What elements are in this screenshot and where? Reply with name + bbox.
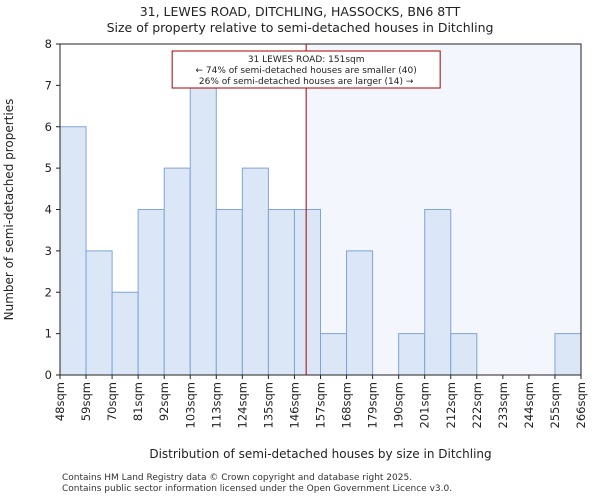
bar-70sqm — [111, 291, 139, 376]
x-tick-label-244sqm: 244sqm — [522, 382, 536, 428]
x-tick-label-81sqm: 81sqm — [131, 382, 145, 421]
footer: Contains HM Land Registry data © Crown c… — [62, 473, 452, 495]
x-tick-label-92sqm: 92sqm — [157, 382, 171, 421]
footer-licence: Contains public sector information licen… — [62, 484, 453, 494]
annotation-line-2: ← 74% of semi-detached houses are smalle… — [196, 66, 417, 76]
y-tick-label-2: 2 — [45, 285, 52, 299]
x-tick-label-124sqm: 124sqm — [235, 382, 249, 428]
annotation-box — [171, 50, 441, 89]
x-tick-label-146sqm: 146sqm — [287, 382, 301, 428]
bar-103sqm — [189, 84, 217, 376]
bar-113sqm — [215, 209, 243, 376]
x-tick-label-233sqm: 233sqm — [496, 382, 510, 428]
bar-146sqm — [293, 209, 322, 376]
x-axis-label: Distribution of semi-detached houses by … — [149, 447, 491, 461]
bar-48sqm — [59, 126, 87, 376]
x-tick-label-179sqm: 179sqm — [366, 382, 380, 428]
x-tick-label-190sqm: 190sqm — [392, 382, 406, 428]
annotation-line-3: 26% of semi-detached houses are larger (… — [199, 77, 414, 87]
x-tick-label-255sqm: 255sqm — [548, 382, 562, 428]
bar-190sqm — [398, 333, 426, 376]
y-tick-label-7: 7 — [45, 78, 52, 92]
y-tick-label-8: 8 — [45, 37, 52, 51]
y-tick-label-5: 5 — [45, 161, 52, 175]
bar-81sqm — [137, 209, 165, 376]
bar-212sqm — [450, 333, 478, 376]
x-tick-label-212sqm: 212sqm — [444, 382, 458, 428]
x-tick-label-157sqm: 157sqm — [314, 382, 328, 428]
title-address: 31, LEWES ROAD, DITCHLING, HASSOCKS, BN6… — [139, 4, 461, 19]
x-tick-label-48sqm: 48sqm — [53, 382, 67, 421]
bar-255sqm — [554, 333, 582, 376]
x-tick-label-135sqm: 135sqm — [261, 382, 275, 428]
bar-157sqm — [320, 333, 348, 376]
annotation-line-1: 31 LEWES ROAD: 151sqm — [248, 55, 365, 65]
bar-92sqm — [163, 167, 191, 376]
x-tick-label-59sqm: 59sqm — [79, 382, 93, 421]
y-axis-label: Number of semi-detached properties — [2, 99, 16, 321]
bar-168sqm — [346, 250, 374, 376]
bar-59sqm — [85, 250, 113, 376]
y-tick-label-4: 4 — [45, 203, 52, 217]
x-tick-label-70sqm: 70sqm — [105, 382, 119, 421]
x-tick-label-222sqm: 222sqm — [470, 382, 484, 428]
y-tick-label-0: 0 — [45, 368, 52, 382]
x-tick-label-266sqm: 266sqm — [574, 382, 588, 428]
y-tick-label-1: 1 — [45, 327, 52, 341]
footer-copyright: Contains HM Land Registry data © Crown c… — [62, 473, 413, 483]
chart-title: 31, LEWES ROAD, DITCHLING, HASSOCKS, BN6… — [0, 4, 600, 36]
y-tick-label-6: 6 — [45, 120, 52, 134]
bar-201sqm — [424, 209, 452, 376]
title-subtitle: Size of property relative to semi-detach… — [106, 20, 494, 35]
y-tick-label-3: 3 — [45, 244, 52, 258]
x-tick-label-168sqm: 168sqm — [340, 382, 354, 428]
bar-135sqm — [267, 209, 295, 376]
x-tick-label-113sqm: 113sqm — [209, 382, 223, 428]
x-tick-label-201sqm: 201sqm — [418, 382, 432, 428]
x-tick-label-103sqm: 103sqm — [183, 382, 197, 428]
bar-124sqm — [241, 167, 269, 376]
